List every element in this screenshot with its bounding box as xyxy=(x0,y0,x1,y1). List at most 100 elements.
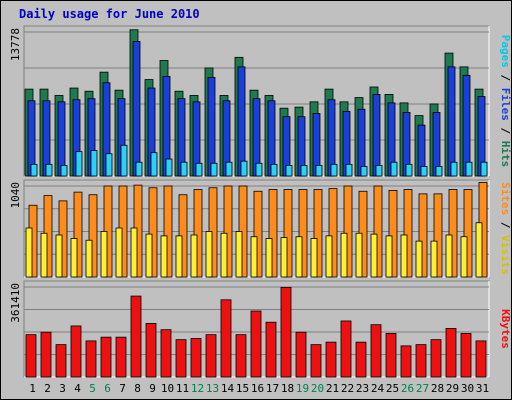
day-label: 13 xyxy=(206,382,219,395)
day-label: 3 xyxy=(59,382,66,395)
visits-bar xyxy=(163,185,173,278)
day-label: 7 xyxy=(119,382,126,395)
sites-bar xyxy=(25,227,33,278)
pages-bar xyxy=(255,162,263,177)
files-bar xyxy=(447,66,456,177)
sites-bar xyxy=(205,231,213,278)
day-label: 31 xyxy=(476,382,489,395)
sites-bar xyxy=(190,234,198,278)
series-label-part: / xyxy=(499,68,512,88)
ymax-label: 13778 xyxy=(9,28,22,61)
sites-bar xyxy=(160,235,168,278)
sites-bar xyxy=(40,232,48,278)
visits-bar xyxy=(328,188,338,278)
sites-bar xyxy=(475,222,483,278)
day-label: 21 xyxy=(326,382,339,395)
kbytes-bar xyxy=(460,333,472,378)
series-label-part: Files xyxy=(499,88,512,121)
day-label: 15 xyxy=(236,382,249,395)
kbytes-bar xyxy=(265,321,277,378)
visits-bar xyxy=(313,189,323,278)
pages-bar xyxy=(165,158,173,177)
kbytes-bar xyxy=(280,286,292,378)
kbytes-bar xyxy=(430,339,442,378)
day-label: 22 xyxy=(341,382,354,395)
series-axis-label: KBytes xyxy=(499,309,512,349)
visits-bar xyxy=(193,189,203,278)
series-label-part: Hits xyxy=(499,141,512,168)
day-label: 24 xyxy=(371,382,385,395)
pages-bar xyxy=(405,163,413,177)
kbytes-bar xyxy=(220,299,232,378)
kbytes-bar xyxy=(340,320,352,378)
day-label: 2 xyxy=(44,382,51,395)
day-label: 4 xyxy=(74,382,81,395)
kbytes-bar xyxy=(100,336,112,378)
day-label: 6 xyxy=(104,382,111,395)
ymax-label: 361410 xyxy=(9,283,22,323)
visits-bar xyxy=(373,185,383,278)
day-label: 16 xyxy=(251,382,264,395)
kbytes-bar xyxy=(160,329,172,378)
kbytes-bar xyxy=(355,341,367,378)
visits-bar xyxy=(343,185,353,278)
pages-bar xyxy=(480,161,488,177)
ymax-label: 1040 xyxy=(9,182,22,209)
kbytes-bar xyxy=(385,333,397,378)
series-label-part: Visits xyxy=(499,235,512,275)
pages-bar xyxy=(30,163,38,177)
day-label: 17 xyxy=(266,382,279,395)
visits-bar xyxy=(463,189,473,278)
files-bar xyxy=(357,108,366,177)
files-bar xyxy=(237,66,246,177)
sites-bar xyxy=(145,233,153,278)
day-label: 11 xyxy=(176,382,189,395)
day-label: 8 xyxy=(134,382,141,395)
pages-bar xyxy=(330,163,338,177)
series-axis-label: Sites / Visits xyxy=(499,182,512,275)
visits-bar xyxy=(73,191,83,278)
pages-bar xyxy=(375,165,383,177)
sites-bar xyxy=(265,238,273,278)
day-label: 29 xyxy=(446,382,459,395)
kbytes-bar xyxy=(190,338,202,378)
sites-bar xyxy=(310,238,318,278)
pages-bar xyxy=(390,161,398,177)
kbytes-bar xyxy=(130,295,142,378)
visits-bar xyxy=(148,187,158,278)
pages-bar xyxy=(135,161,143,177)
files-bar xyxy=(372,94,381,177)
day-labels-group: 1 2 3 4 5 6 7 8 9 10 11 12 13 14 15 16 17 18 19 20 21 22 23 24 2… xyxy=(29,382,489,395)
sites-bar xyxy=(460,236,468,278)
sites-bar xyxy=(370,233,378,278)
kbytes-bar xyxy=(235,334,247,378)
pages-bar xyxy=(315,165,323,177)
visits-bar xyxy=(448,189,458,278)
series-label-part: Sites xyxy=(499,182,512,215)
pages-bar xyxy=(420,166,428,177)
visits-bar xyxy=(223,185,233,278)
visits-bar xyxy=(283,189,293,278)
pages-bar xyxy=(105,153,113,177)
kbytes-bar xyxy=(445,328,457,378)
day-label: 20 xyxy=(311,382,324,395)
sites-bar xyxy=(175,235,183,278)
chart-title: Daily usage for June 2010 xyxy=(19,7,200,21)
sites-bar xyxy=(100,231,108,278)
series-label-part: / xyxy=(499,121,512,141)
pages-bar xyxy=(435,166,443,177)
kbytes-bar xyxy=(205,334,217,378)
sites-bar xyxy=(415,240,423,278)
visits-bar xyxy=(268,189,278,278)
sites-bar xyxy=(430,240,438,278)
kbytes-bar xyxy=(175,339,187,378)
kbytes-bar xyxy=(85,340,97,378)
kbytes-bar xyxy=(400,345,412,378)
sites-bar xyxy=(400,234,408,278)
kbytes-bar xyxy=(415,344,427,378)
pages-bar xyxy=(345,163,353,177)
kbytes-bar xyxy=(70,325,82,378)
visits-bar xyxy=(253,190,263,278)
sites-bar xyxy=(250,236,258,278)
